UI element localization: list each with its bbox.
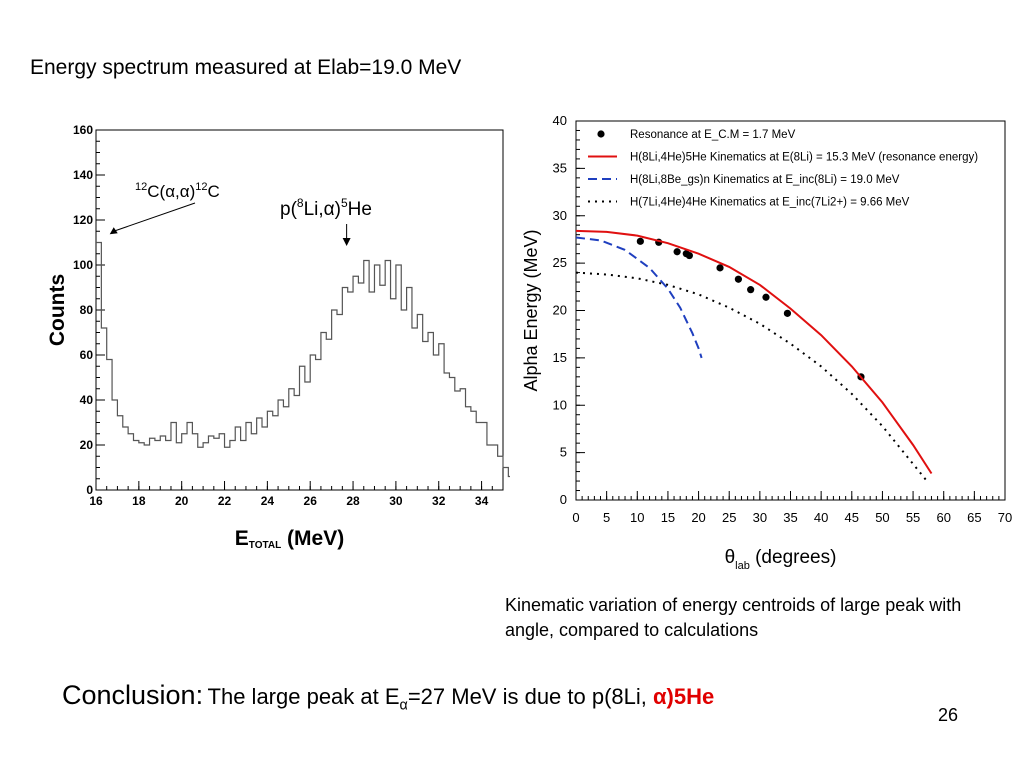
histogram-x-tick-label: 30 <box>389 494 403 508</box>
histogram-x-tick-label: 26 <box>304 494 318 508</box>
kinematics-plot-frame <box>575 120 1006 501</box>
kinematics-x-tick-label: 40 <box>814 510 828 525</box>
kinematics-x-tick-label: 0 <box>572 510 579 525</box>
annotation-text: C <box>207 182 219 201</box>
histogram-y-axis-label: Counts <box>46 274 69 346</box>
conclusion-text: Conclusion: The large peak at Eα=27 MeV … <box>62 680 714 713</box>
resonance-data-point <box>747 286 755 294</box>
legend-entry-text: H(8Li,4He)5He Kinematics at E(8Li) = 15.… <box>630 152 978 164</box>
kinematics-x-tick-label: 55 <box>906 510 920 525</box>
carbon-annotation-arrow <box>113 202 196 232</box>
kinematics-x-tick-label: 5 <box>603 510 610 525</box>
kinematics-x-tick-label: 45 <box>845 510 859 525</box>
kinematics-y-tick-label: 25 <box>553 255 567 270</box>
kinematics-y-tick-label: 20 <box>553 303 567 318</box>
annotation-text: Li,α) <box>304 199 341 220</box>
annotation-text: p( <box>280 199 298 220</box>
histogram-y-tick-label: 60 <box>80 348 94 362</box>
histogram-x-tick-label: 22 <box>218 494 232 508</box>
conclusion-text-rest: =27 MeV is due to p(8Li, <box>407 684 654 709</box>
annotation-text: He <box>348 199 372 220</box>
resonance-data-point <box>685 251 693 260</box>
histogram-x-tick-label: 16 <box>89 494 103 508</box>
kinematics-x-tick-label: 60 <box>936 510 950 525</box>
slide-title: Energy spectrum measured at Elab=19.0 Me… <box>30 56 462 79</box>
x-label-sub: TOTAL <box>249 540 281 551</box>
resonance-data-point <box>762 293 770 301</box>
carbon-annotation-arrowhead <box>109 227 118 235</box>
histogram-y-tick-label: 160 <box>73 123 93 137</box>
histogram-x-tick-label: 18 <box>132 494 146 508</box>
conclusion-highlight: α)5He <box>653 684 715 709</box>
page-number: 26 <box>938 705 959 725</box>
kinematics-y-tick-label: 30 <box>553 208 567 223</box>
alpha-energy-kinematics-chart: 0 5 10 15 20 25 30 35 40 45 50 55 60 65 70 0 5 10 15 20 25 30… <box>521 113 1012 572</box>
carbon-elastic-annotation: 12C(α,α)12C <box>135 181 220 201</box>
kinematics-y-tick-label: 15 <box>553 350 567 365</box>
kinematics-y-tick-label: 10 <box>553 397 567 412</box>
histogram-y-tick-label: 120 <box>73 213 93 227</box>
lithium-annotation-arrowhead <box>342 238 351 246</box>
resonance-data-point <box>716 264 724 272</box>
x-label-unit: (MeV) <box>281 527 344 550</box>
resonance-data-point <box>783 309 792 317</box>
kinematics-x-tick-label: 70 <box>998 510 1012 525</box>
conclusion-text-start: The large peak at E <box>207 684 400 709</box>
histogram-x-tick-label: 32 <box>432 494 446 508</box>
histogram-y-tick-label: 100 <box>73 258 93 272</box>
histogram-y-tick-label: 140 <box>73 168 93 182</box>
histogram-x-tick-label: 28 <box>346 494 360 508</box>
kinematics-caption: Kinematic variation of energy centroids … <box>505 595 962 640</box>
kinematics-y-tick-label: 40 <box>553 113 567 128</box>
histogram-counts-step-line <box>96 241 510 478</box>
histogram-x-tick-label: 20 <box>175 494 189 508</box>
kinematics-x-tick-label: 50 <box>875 510 889 525</box>
kinematics-x-tick-label: 30 <box>753 510 767 525</box>
annotation-text: C(α,α) <box>147 182 195 201</box>
resonance-data-point <box>636 237 644 245</box>
legend-entry-text: H(8Li,8Be_gs)n Kinematics at E_inc(8Li) … <box>630 174 900 186</box>
histogram-plot-frame <box>95 129 504 491</box>
kinematics-x-tick-label: 65 <box>967 510 981 525</box>
kinematics-y-axis-label: Alpha Energy (MeV) <box>521 229 541 391</box>
kinematics-y-tick-label: 5 <box>560 445 567 460</box>
annotation-sup: 8 <box>297 196 304 210</box>
kinematics-x-tick-label: 20 <box>691 510 705 525</box>
annotation-sup: 5 <box>341 196 348 210</box>
conclusion-lead: Conclusion: <box>62 680 204 710</box>
kinematics-x-tick-label: 10 <box>630 510 644 525</box>
histogram-y-tick-label: 80 <box>80 303 94 317</box>
resonance-data-point <box>673 248 681 256</box>
kinematics-x-tick-label: 25 <box>722 510 736 525</box>
x-label-main: E <box>235 527 249 550</box>
conclusion-subscript: α <box>399 697 408 714</box>
histogram-y-tick-label: 20 <box>80 438 94 452</box>
kinematics-curve-dashed-blue <box>575 236 703 359</box>
legend-entry-text: Resonance at E_C.M = 1.7 MeV <box>630 129 796 141</box>
resonance-data-point <box>734 275 743 283</box>
histogram-x-tick-label: 24 <box>261 494 275 508</box>
legend-marker-symbol <box>597 130 605 138</box>
kinematics-curve-solid-red <box>575 229 933 475</box>
conclusion-body: The large peak at Eα=27 MeV is due to p(… <box>207 684 715 713</box>
histogram-x-axis-label: ETOTAL (MeV) <box>235 527 344 551</box>
histogram-x-tick-label: 34 <box>475 494 489 508</box>
kinematics-x-tick-label: 35 <box>783 510 797 525</box>
kinematics-y-tick-label: 0 <box>560 492 567 507</box>
kinematics-x-tick-label: 15 <box>661 510 675 525</box>
kinematics-x-axis-label: θlab (degrees) <box>725 547 837 572</box>
kinematics-y-tick-label: 35 <box>553 160 567 175</box>
legend-entry-text: H(7Li,4He)4He Kinematics at E_inc(7Li2+)… <box>630 197 910 209</box>
lithium-peak-annotation: p(8Li,α)5He <box>280 196 372 220</box>
histogram-y-tick-label: 40 <box>80 393 94 407</box>
x-label-sub: lab <box>735 560 750 572</box>
annotation-sup: 12 <box>195 181 207 193</box>
x-label-symbol: θ <box>725 547 736 568</box>
annotation-sup: 12 <box>135 181 147 193</box>
counts-histogram-chart: 16 18 20 22 24 26 28 30 32 34 0 20 40 60 80 100 120 140 16… <box>46 123 510 551</box>
histogram-y-tick-label: 0 <box>86 483 93 497</box>
x-label-unit: (degrees) <box>750 547 837 568</box>
